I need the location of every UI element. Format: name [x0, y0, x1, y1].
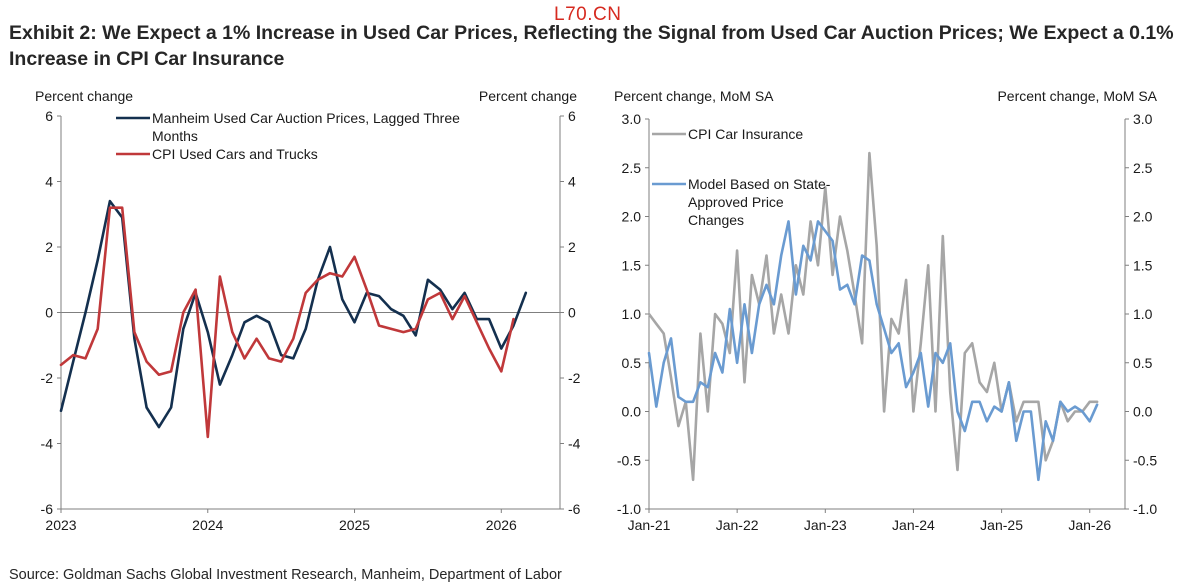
- y-tick-label-left: 1.0: [622, 306, 642, 322]
- y-tick-label-right: 0: [568, 305, 576, 321]
- y-tick-label-right: 2: [568, 239, 576, 255]
- y-tick-label-left: 0: [45, 305, 53, 321]
- chart-right-right-axis-label: Percent change, MoM SA: [997, 88, 1157, 104]
- y-tick-label-left: 0.0: [622, 404, 642, 420]
- legend-label-manheim-line2: Months: [152, 128, 198, 144]
- y-tick-label-right: -1.0: [1133, 501, 1157, 517]
- y-tick-label-right: 3.0: [1133, 111, 1153, 127]
- chart-left-right-axis-label: Percent change: [479, 88, 577, 104]
- x-tick-label: Jan-23: [804, 517, 847, 533]
- y-tick-label-left: 4: [45, 174, 53, 190]
- y-tick-label-left: -4: [41, 436, 54, 452]
- x-tick-label: Jan-21: [628, 517, 671, 533]
- chart-left-left-axis-label: Percent change: [35, 88, 133, 104]
- legend-label-manheim-line1: Manheim Used Car Auction Prices, Lagged …: [152, 110, 460, 126]
- y-tick-label-right: -2: [568, 370, 581, 386]
- y-tick-label-left: 6: [45, 108, 53, 124]
- chart-left: Percent change Percent change 6 6 4 4 2 2 0 0 -2…: [35, 88, 581, 533]
- legend-label-model-line1: Model Based on State-: [688, 176, 831, 192]
- x-tick-label: 2026: [486, 517, 517, 533]
- x-tick-label: Jan-22: [716, 517, 759, 533]
- y-tick-label-left: -1.0: [617, 501, 641, 517]
- y-tick-label-left: -0.5: [617, 452, 641, 468]
- y-tick-label-right: 0.0: [1133, 404, 1153, 420]
- series-line-right-1: [647, 220, 1099, 482]
- chart-right: Percent change, MoM SA Percent change, M…: [614, 88, 1158, 533]
- x-tick-label: 2024: [192, 517, 223, 533]
- y-tick-label-right: 2.0: [1133, 209, 1153, 225]
- y-tick-label-left: -6: [41, 501, 54, 517]
- watermark-text: L70.CN: [554, 4, 622, 25]
- series-line-left-1: [59, 206, 515, 439]
- legend-label-cpi-insurance: CPI Car Insurance: [688, 126, 803, 142]
- y-tick-label-left: 2: [45, 239, 53, 255]
- y-tick-label-right: -6: [568, 501, 581, 517]
- source-note: Source: Goldman Sachs Global Investment …: [9, 567, 562, 583]
- series-line-right-0: [647, 151, 1099, 482]
- y-tick-label-left: 1.5: [622, 257, 642, 273]
- x-tick-label: 2023: [45, 517, 76, 533]
- y-tick-label-right: 1.0: [1133, 306, 1153, 322]
- y-tick-label-right: -0.5: [1133, 452, 1157, 468]
- x-tick-label: Jan-24: [892, 517, 935, 533]
- y-tick-label-left: 3.0: [622, 111, 642, 127]
- legend-label-manheim: Manheim Used Car Auction Prices, Lagged …: [152, 110, 460, 144]
- legend-label-model-line3: Changes: [688, 212, 744, 228]
- legend-label-model: Model Based on State- Approved Price Chang…: [688, 176, 831, 228]
- x-tick-label: 2025: [339, 517, 370, 533]
- y-tick-label-left: -2: [41, 370, 54, 386]
- exhibit-title: Exhibit 2: We Expect a 1% Increase in Us…: [9, 22, 1174, 70]
- y-tick-label-right: 6: [568, 108, 576, 124]
- series-line-left-0: [59, 199, 528, 429]
- y-tick-label-left: 2.5: [622, 160, 642, 176]
- y-tick-label-left: 0.5: [622, 355, 642, 371]
- legend-label-cpi-used: CPI Used Cars and Trucks: [152, 146, 318, 162]
- chart-right-left-axis-label: Percent change, MoM SA: [614, 88, 774, 104]
- x-tick-label: Jan-26: [1068, 517, 1111, 533]
- y-tick-label-right: -4: [568, 436, 581, 452]
- y-tick-label-right: 1.5: [1133, 257, 1153, 273]
- legend-label-model-line2: Approved Price: [688, 194, 784, 210]
- y-tick-label-right: 2.5: [1133, 160, 1153, 176]
- x-tick-label: Jan-25: [980, 517, 1023, 533]
- y-tick-label-left: 2.0: [622, 209, 642, 225]
- y-tick-label-right: 0.5: [1133, 355, 1153, 371]
- y-tick-label-right: 4: [568, 174, 576, 190]
